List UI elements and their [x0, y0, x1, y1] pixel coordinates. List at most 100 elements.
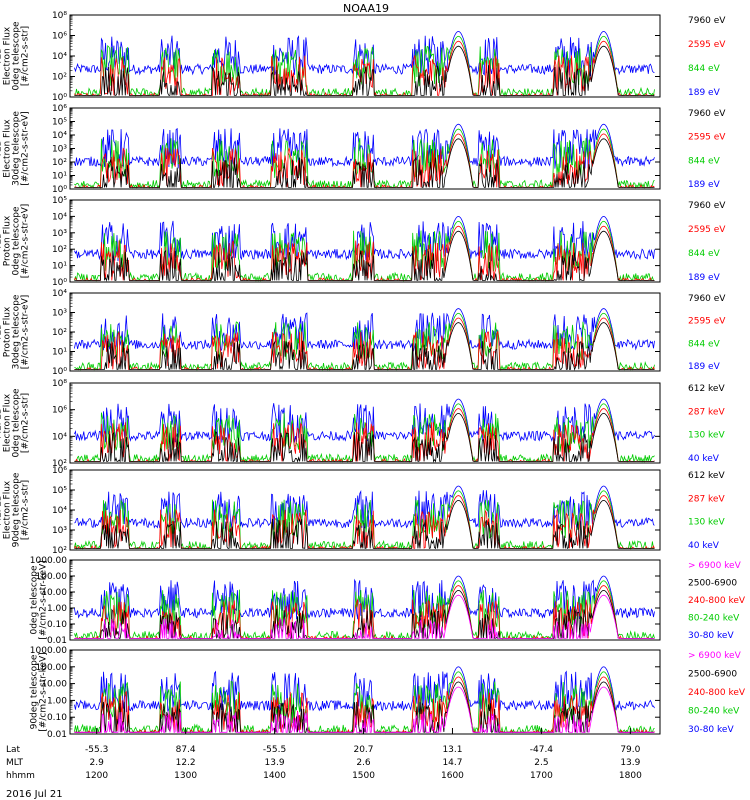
legend-entry: 844 eV — [688, 339, 721, 349]
x-tick-label: 13.9 — [265, 758, 285, 768]
legend-entry: 2595 eV — [688, 225, 726, 235]
legend-entry: 30-80 keV — [688, 631, 734, 641]
legend-entry: 2595 eV — [688, 317, 726, 327]
legend: > 6900 keV 2500-6900 240-800 keV 80-240 keV… — [688, 561, 746, 641]
legend-entry: 287 keV — [688, 494, 725, 504]
y-tick-label: 10⁰ — [52, 367, 67, 377]
legend-entry: 2500-6900 — [688, 670, 737, 680]
x-tick-label: 2.6 — [356, 758, 371, 768]
y-tick-label: 0.10 — [47, 713, 67, 723]
legend-entry: 240-800 keV — [688, 596, 746, 606]
y-axis-label-line: 0deg telescope — [30, 565, 40, 635]
x-tick-label: 1500 — [352, 771, 375, 781]
x-tick-label: 14.7 — [442, 758, 462, 768]
series-line — [74, 403, 655, 463]
y-tick-label: 10² — [52, 459, 67, 469]
y-tick-label: 10⁸ — [52, 11, 67, 21]
y-axis-label: 0deg telescope[#/cm2-s-str-keV] — [30, 560, 49, 639]
series-line — [74, 499, 655, 550]
panel-frame — [69, 382, 661, 464]
y-tick-label: 1.00 — [47, 696, 67, 706]
y-axis-label-line: [#/cm2-s-str] — [21, 480, 31, 540]
y-axis-label-line: 0deg telescope — [12, 206, 22, 276]
series-line — [74, 398, 655, 443]
legend-entry: 189 eV — [688, 273, 721, 283]
y-axis-label-line: [#/cm2-s-str] — [21, 393, 31, 453]
series-line — [74, 575, 655, 620]
series-line — [74, 322, 655, 371]
x-axis-group: Lat -55.3 87.4 -55.5 20.7 13.1 -47.4 79.0 MLT 2.9… — [6, 728, 642, 781]
x-tick-label: -55.3 — [85, 745, 108, 755]
y-tick-label: 10⁶ — [52, 32, 67, 42]
y-tick-label: 100.00 — [36, 572, 68, 582]
y-tick-label: 10⁰ — [52, 185, 67, 195]
x-tick-label: 79.0 — [620, 745, 640, 755]
y-axis-label-line: 0deg telescope — [12, 21, 22, 91]
y-tick-label: 10¹ — [52, 348, 67, 358]
x-tick-label: 1700 — [530, 771, 553, 781]
panel-frame — [69, 559, 661, 641]
legend-entry: > 6900 keV — [688, 651, 742, 661]
legend-entry: 7960 eV — [688, 109, 726, 119]
y-axis-label-line: Electron Flux — [3, 393, 13, 452]
y-axis-label-line: TED — [0, 139, 4, 158]
y-axis-label: MEPEDElectron Flux0deg telescope[#/cm2-s… — [0, 388, 31, 458]
y-axis-label: 90deg telescope[#/cm2-s-str-keV] — [30, 652, 49, 731]
legend-entry: 2595 eV — [688, 40, 726, 50]
x-tick-label: 87.4 — [176, 745, 196, 755]
series-group — [74, 666, 655, 734]
legend: 7960 eV 2595 eV 844 eV 189 eV — [688, 294, 726, 372]
y-tick-label: 10² — [52, 546, 67, 556]
panel-frame — [69, 107, 661, 190]
y-tick-label: 10⁰ — [52, 93, 67, 103]
series-group — [74, 575, 655, 640]
x-tick-label: 1400 — [263, 771, 286, 781]
y-tick-label: 10⁰ — [52, 278, 67, 288]
y-tick-label: 10⁸ — [52, 379, 67, 389]
y-axis-label-line: 90deg telescope — [30, 654, 40, 729]
y-axis-label-line: 0deg telescope — [12, 388, 22, 458]
series-line — [74, 594, 655, 640]
y-tick-label: 10.00 — [41, 680, 67, 690]
y-axis-label-line: TED — [0, 47, 4, 66]
series-group — [74, 30, 655, 97]
panel-1: 10⁰ 10² 10⁴ 10⁶ 10⁸ TEDElectron Flux0deg tele… — [0, 11, 726, 103]
series-line — [74, 45, 655, 96]
series-line — [74, 40, 655, 97]
legend-entry: 189 eV — [688, 88, 721, 98]
x-tick-label: 1800 — [619, 771, 642, 781]
y-tick-label: 1000.00 — [30, 556, 67, 566]
series-group — [74, 308, 655, 371]
y-axis-label: TEDElectron Flux0deg telescope[#/cm2-s-s… — [0, 21, 31, 91]
legend-entry: 287 keV — [688, 407, 725, 417]
x-tick-label: 2.5 — [534, 758, 548, 768]
y-axis-label-line: 30deg telescope — [12, 294, 22, 369]
legend-entry: 40 keV — [688, 454, 720, 464]
y-tick-label: 10⁵ — [52, 118, 67, 128]
y-tick-label: 0.01 — [47, 730, 67, 740]
y-axis-label-line: TED — [0, 323, 4, 342]
y-axis-label: MEPEDElectron Flux90deg telescope[#/cm2-… — [0, 472, 31, 547]
y-axis-label-line: MEPED — [0, 494, 4, 526]
legend: 7960 eV 2595 eV 844 eV 189 eV — [688, 16, 726, 98]
y-axis-label-line: MEPED — [0, 407, 4, 439]
y-axis-label-line: Electron Flux — [3, 26, 13, 85]
legend: > 6900 keV 2500-6900 240-800 keV 80-240 keV… — [688, 651, 746, 735]
legend-entry: 7960 eV — [688, 201, 726, 211]
panel-5: 10² 10⁴ 10⁶ 10⁸ MEPEDElectron Flux0deg teles… — [0, 379, 725, 469]
y-axis-label-line: 90deg telescope — [12, 472, 22, 547]
y-axis-label-line: Proton Flux — [3, 306, 13, 357]
y-axis-label-line: [#/cm2-s-str-eV] — [21, 204, 31, 279]
x-tick-label: 20.7 — [353, 745, 373, 755]
legend-entry: 30-80 keV — [688, 725, 734, 735]
y-tick-label: 10³ — [52, 526, 67, 536]
legend-entry: 612 keV — [688, 471, 725, 481]
y-axis-label-line: Electron Flux — [3, 119, 13, 178]
chart-date: 2016 Jul 21 — [6, 789, 63, 800]
panel-6: 10² 10³ 10⁴ 10⁵ 10⁶ MEPEDElectron Flux90deg t… — [0, 466, 725, 556]
legend-entry: 189 eV — [688, 180, 721, 190]
